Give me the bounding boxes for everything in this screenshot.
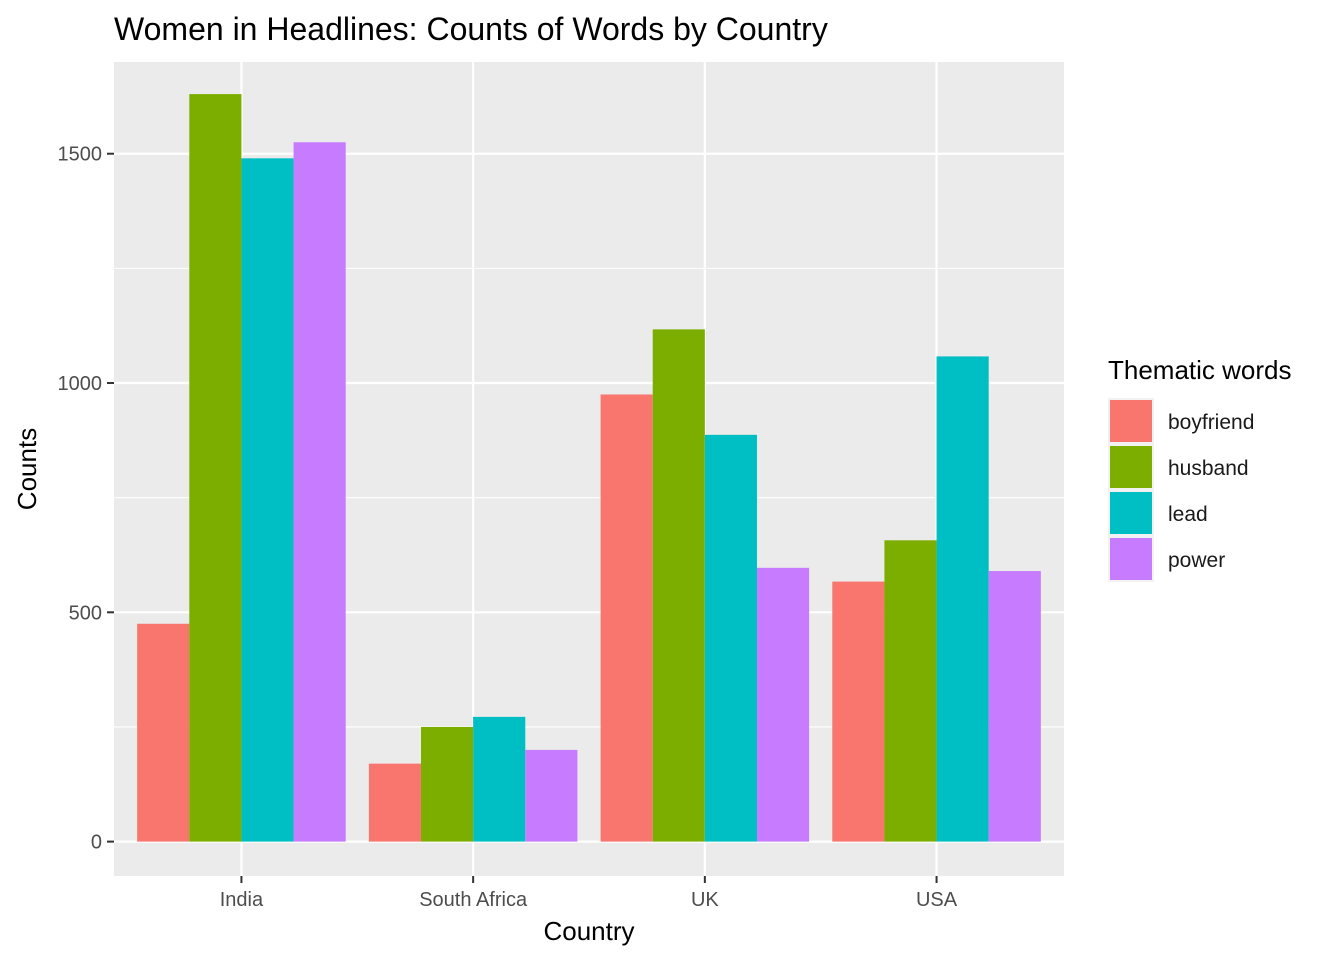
legend-label-husband: husband — [1168, 457, 1249, 480]
bar-boyfriend-uk — [600, 394, 653, 842]
y-axis-ticks: 0 500 1000 1500 — [58, 144, 114, 854]
legend-title: Thematic words — [1108, 355, 1292, 385]
y-tick-label: 1000 — [58, 373, 103, 395]
x-tick-label: South Africa — [419, 889, 528, 911]
bar-husband-india — [189, 94, 242, 842]
bar-boyfriend-usa — [832, 581, 885, 842]
bar-boyfriend-south-africa — [368, 763, 422, 842]
x-axis-ticks: India South Africa UK USA — [220, 876, 958, 911]
x-axis-title: Country — [543, 916, 634, 946]
legend-swatch-husband — [1110, 446, 1152, 488]
y-tick-label: 500 — [69, 602, 102, 624]
x-tick-label: UK — [691, 889, 719, 911]
y-axis-title: Counts — [12, 428, 42, 510]
bar-power-india — [293, 142, 346, 842]
y-tick-label: 0 — [91, 832, 102, 854]
y-tick-label: 1500 — [58, 144, 103, 166]
bar-lead-south-africa — [473, 716, 526, 842]
bar-lead-india — [241, 158, 294, 842]
legend-label-power: power — [1168, 549, 1225, 572]
bar-lead-usa — [936, 356, 989, 842]
legend-label-lead: lead — [1168, 503, 1208, 526]
bar-husband-south-africa — [421, 726, 474, 842]
legend-swatch-power — [1110, 538, 1152, 580]
bar-husband-uk — [652, 329, 705, 842]
legend-swatch-lead — [1110, 492, 1152, 534]
bar-husband-usa — [884, 540, 937, 842]
x-tick-label: USA — [916, 889, 958, 911]
bar-power-uk — [756, 567, 810, 842]
bar-lead-uk — [704, 434, 757, 842]
bar-power-south-africa — [525, 749, 578, 842]
legend-label-boyfriend: boyfriend — [1168, 411, 1254, 434]
bar-boyfriend-india — [137, 623, 190, 842]
bars — [137, 94, 1041, 842]
chart-title: Women in Headlines: Counts of Words by C… — [114, 11, 828, 47]
legend: Thematic words boyfriend husband lead power — [1108, 355, 1292, 582]
x-tick-label: India — [220, 889, 264, 911]
bar-power-usa — [988, 571, 1041, 842]
legend-swatch-boyfriend — [1110, 400, 1152, 442]
